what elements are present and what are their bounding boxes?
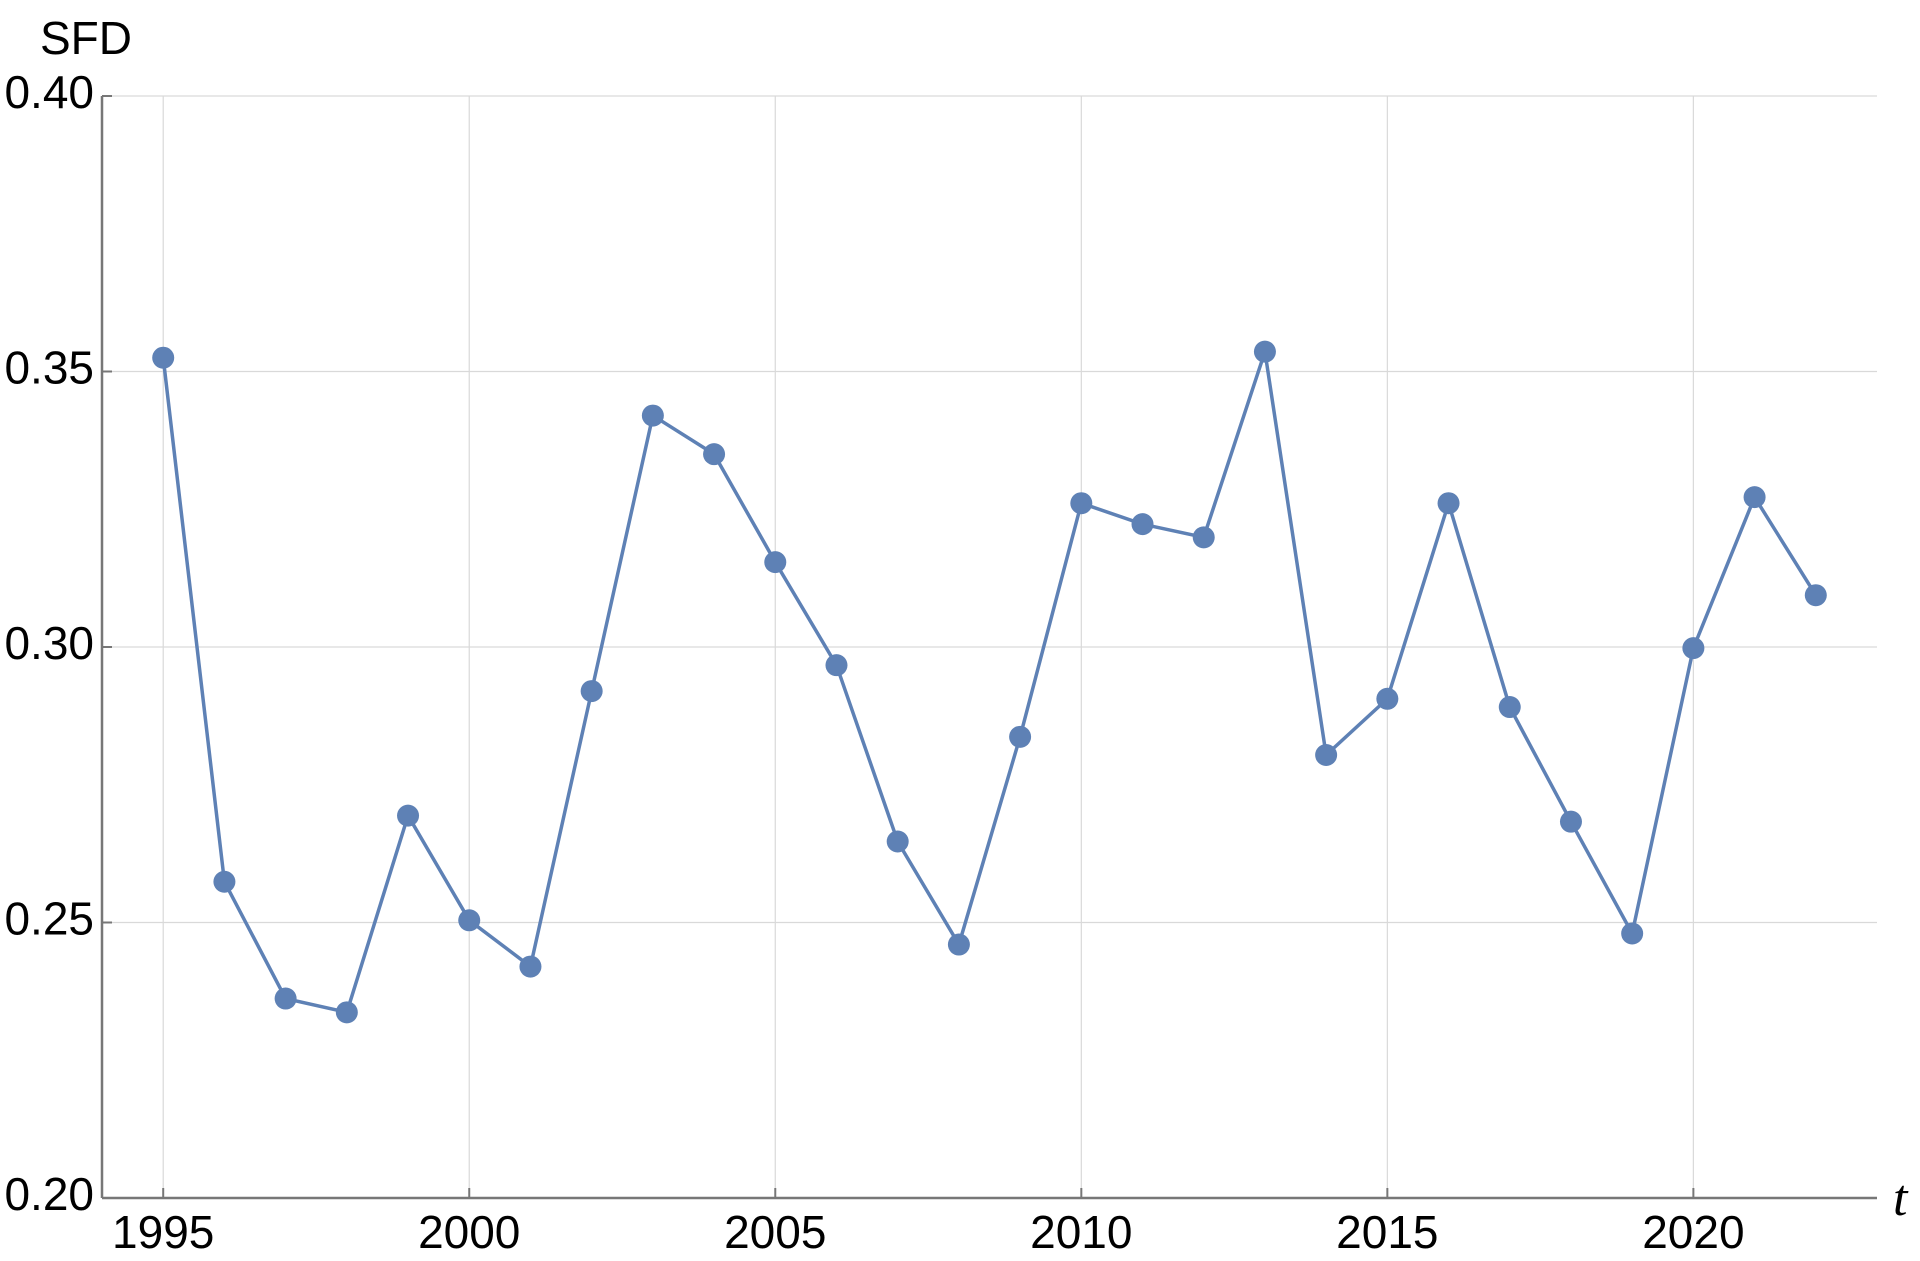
line	[161, 351, 1818, 1015]
point	[519, 955, 542, 978]
x-tick-label: 2000	[418, 1206, 520, 1258]
point	[1070, 492, 1093, 515]
point	[1437, 492, 1460, 515]
y-tick-label: 0.30	[4, 617, 94, 669]
point	[580, 680, 603, 703]
point	[213, 870, 236, 893]
point	[1498, 696, 1521, 719]
point	[458, 909, 481, 932]
x-tick-label: 2015	[1336, 1206, 1438, 1258]
point	[947, 933, 970, 956]
point	[1131, 513, 1154, 536]
x-axis-label: t	[1893, 1170, 1909, 1227]
point	[152, 346, 175, 369]
point	[397, 804, 420, 827]
y-tick-label: 0.40	[4, 66, 94, 118]
x-tick-label: 2010	[1030, 1206, 1132, 1258]
x-tick-label: 2005	[724, 1206, 826, 1258]
point	[641, 404, 664, 427]
point	[1376, 687, 1399, 710]
point	[1315, 743, 1338, 766]
x-tick-label: 2020	[1642, 1206, 1744, 1258]
point	[335, 1001, 358, 1024]
point	[1253, 340, 1276, 363]
point	[886, 830, 909, 853]
y-axis-label: SFD	[40, 12, 132, 64]
y-tick-label: 0.25	[4, 893, 94, 945]
point	[274, 987, 297, 1010]
point	[703, 443, 726, 466]
point	[764, 551, 787, 574]
point	[1804, 584, 1827, 607]
x-tick-label: 1995	[112, 1206, 214, 1258]
point	[1009, 725, 1032, 748]
point	[1192, 526, 1215, 549]
point	[1682, 637, 1705, 660]
point	[1559, 810, 1582, 833]
point	[825, 654, 848, 677]
point	[1621, 922, 1644, 945]
point	[1743, 486, 1766, 509]
y-tick-label: 0.20	[4, 1168, 94, 1220]
y-tick-label: 0.35	[4, 342, 94, 394]
